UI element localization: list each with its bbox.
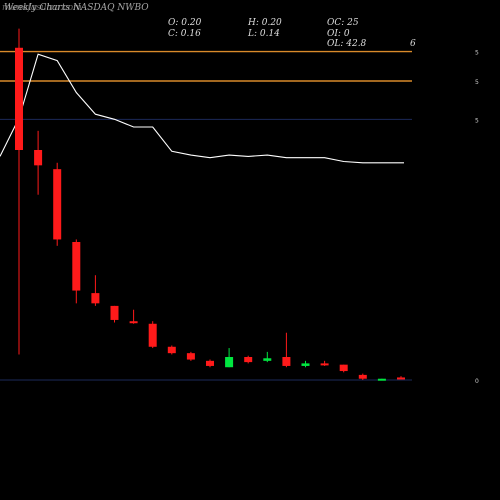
oc-value: OC: 25 — [327, 18, 359, 28]
candle-body — [244, 357, 253, 363]
candle-body — [358, 374, 367, 379]
candle-body — [301, 363, 310, 366]
candle-body — [206, 360, 214, 366]
candle-body — [225, 357, 234, 368]
high-value: H: 0.20 — [248, 18, 282, 28]
level-marker: 6 — [410, 39, 416, 49]
ol-value: OL: 42.8 — [327, 39, 367, 49]
y-tick-label: 0 — [475, 378, 479, 385]
candle-body — [339, 364, 348, 372]
candle-body — [110, 305, 119, 320]
open-value: O: 0.20 — [168, 18, 202, 28]
candle-body — [397, 377, 405, 380]
y-tick-label: 5 — [475, 50, 479, 57]
y-tick-label: 5 — [475, 117, 479, 124]
candle-body — [34, 150, 43, 166]
candle-body — [15, 47, 23, 150]
candle-body — [282, 357, 291, 366]
candle-body — [167, 346, 176, 354]
candle-body — [91, 293, 100, 304]
candle-body — [129, 321, 138, 324]
close-value: C: 0.16 — [168, 29, 201, 39]
candle-body — [148, 323, 157, 347]
candle-body — [320, 363, 329, 366]
site-watermark: munafasutra.com — [2, 3, 82, 13]
candle-body — [53, 169, 62, 240]
candle-body — [72, 242, 81, 291]
oi-value: OI: 0 — [327, 29, 350, 39]
candle-body — [263, 358, 272, 361]
chart-title: Weekly Charts NASDAQ NWBO — [4, 3, 149, 13]
candle-body — [186, 353, 195, 360]
candle-body — [377, 378, 386, 381]
moving-average-line — [0, 53, 404, 164]
low-value: L: 0.14 — [248, 29, 280, 39]
y-tick-label: 5 — [475, 79, 479, 86]
